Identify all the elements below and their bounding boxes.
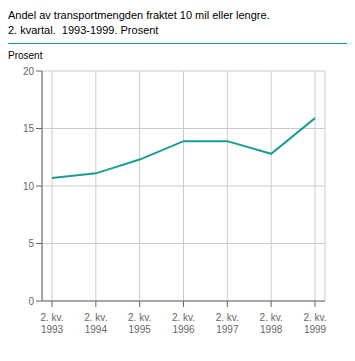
svg-text:2. kv.1995: 2. kv.1995 [128,312,151,335]
html-text:Prosent: Prosent [8,50,43,61]
svg-text:2. kv.1999: 2. kv.1999 [303,312,326,335]
svg-text:2. kv.1994: 2. kv.1994 [84,312,107,335]
html-text:2. kvartal. 1993-1999. Prosent: 2. kvartal. 1993-1999. Prosent [8,24,159,36]
html-text:Andel av transportmengden frak: Andel av transportmengden fraktet 10 mil… [8,9,270,21]
svg-text:20: 20 [23,66,35,77]
svg-text:15: 15 [23,123,35,134]
svg-text:2. kv.1996: 2. kv.1996 [172,312,195,335]
svg-text:0: 0 [28,296,34,307]
svg-text:2. kv.1997: 2. kv.1997 [216,312,239,335]
svg-text:2. kv.1993: 2. kv.1993 [40,312,63,335]
svg-text:5: 5 [28,238,34,249]
svg-text:10: 10 [23,181,35,192]
svg-text:2. kv.1998: 2. kv.1998 [260,312,283,335]
